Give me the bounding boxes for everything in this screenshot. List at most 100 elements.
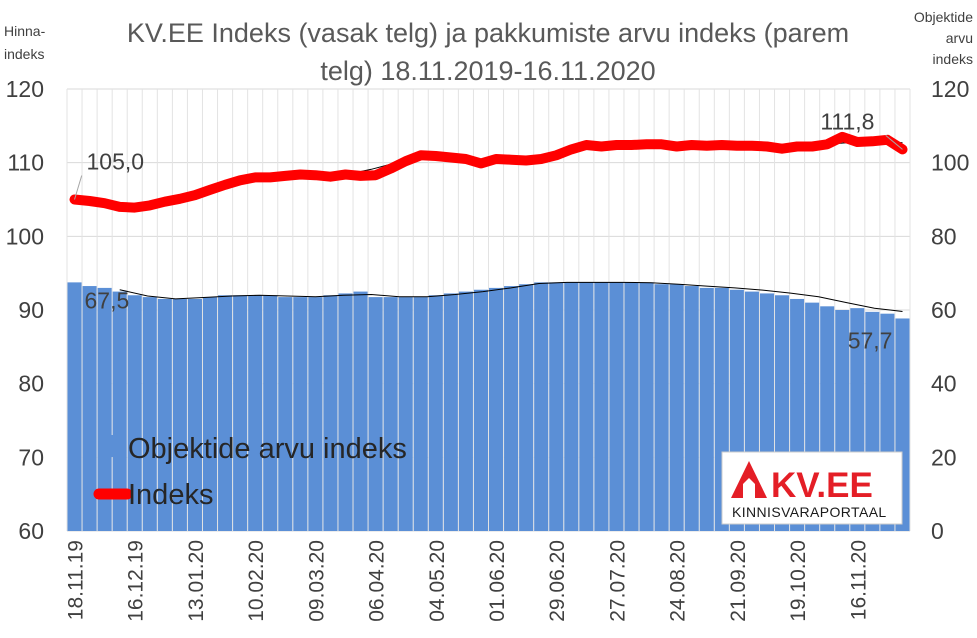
trendlines xyxy=(119,140,903,312)
data-label: 111,8 xyxy=(820,108,874,134)
bar xyxy=(519,284,534,531)
bar xyxy=(157,298,172,531)
bar xyxy=(218,295,233,531)
bar xyxy=(293,297,308,531)
data-label-leader xyxy=(885,135,903,150)
x-tick-label: 29.06.20 xyxy=(546,540,569,622)
right-axis-tick-label: 0 xyxy=(931,518,944,544)
logo-subtitle: KINNISVARAPORTAAL xyxy=(732,504,887,520)
bar xyxy=(383,297,398,531)
bar xyxy=(428,295,443,531)
right-axis-tick-label: 60 xyxy=(931,297,957,323)
bar xyxy=(398,297,413,531)
bar xyxy=(473,289,488,531)
bar xyxy=(368,297,383,531)
x-tick-label: 24.08.20 xyxy=(667,540,690,622)
bar xyxy=(82,286,97,531)
right-axis-tick-label: 100 xyxy=(931,150,969,176)
x-tick-label: 06.04.20 xyxy=(366,540,389,622)
x-tick-label: 19.10.20 xyxy=(787,540,810,622)
bar xyxy=(458,291,473,531)
x-tick-label: 16.11.20 xyxy=(847,540,870,620)
bar xyxy=(338,293,353,531)
data-label: 105,0 xyxy=(87,149,145,175)
data-labels: 105,0 111,8 67,5 57,7 xyxy=(74,108,903,353)
right-axis-tick-label: 40 xyxy=(931,371,957,397)
x-tick-label: 13.01.20 xyxy=(185,540,208,622)
legend-swatch-bars xyxy=(102,435,124,457)
left-axis-tick-label: 80 xyxy=(18,371,44,397)
x-tick-label: 18.11.19 xyxy=(65,540,88,620)
x-tick-label: 21.09.20 xyxy=(727,540,750,622)
data-label-leader xyxy=(74,175,83,200)
trendline-2 xyxy=(119,281,903,312)
bar xyxy=(187,298,202,531)
legend-label-line: Indeks xyxy=(128,479,213,511)
left-axis-tick-label: 120 xyxy=(6,76,44,102)
chart-title-line-2: telg) 18.11.2019-16.11.2020 xyxy=(320,56,655,86)
right-axis-tick-label: 80 xyxy=(931,223,957,249)
chart-title-line-1: KV.EE Indeks (vasak telg) ja pakkumiste … xyxy=(127,18,849,48)
bar xyxy=(172,298,187,531)
right-axis-title-line-3: indeks xyxy=(933,51,973,67)
right-axis-tick-label: 120 xyxy=(931,76,969,102)
bar xyxy=(534,282,549,531)
left-axis-title-line-1: Hinna- xyxy=(4,23,46,39)
data-label: 57,7 xyxy=(848,327,893,353)
bar xyxy=(684,286,699,531)
right-axis-tick-label: 20 xyxy=(931,444,957,470)
x-tick-label: 04.05.20 xyxy=(426,540,449,622)
bar xyxy=(549,282,564,531)
bar xyxy=(699,287,714,531)
bar xyxy=(504,286,519,531)
index-line xyxy=(69,131,908,213)
x-tick-label: 16.12.19 xyxy=(125,540,148,622)
bar xyxy=(654,284,669,531)
left-axis-tick-label: 60 xyxy=(18,518,44,544)
bar xyxy=(413,297,428,531)
bar xyxy=(127,295,142,531)
legend-label-bars: Objektide arvu indeks xyxy=(128,433,407,465)
left-axis-tick-label: 70 xyxy=(18,444,44,470)
gridlines xyxy=(66,88,911,532)
bar xyxy=(323,295,338,531)
bar xyxy=(278,297,293,531)
x-tick-label: 27.07.20 xyxy=(606,540,629,622)
house-logo-icon xyxy=(731,461,767,498)
left-axis-tick-label: 100 xyxy=(6,223,44,249)
axes: 60 70 80 90 100 110 120 0 20 40 60 80 100 120 18.11.19… xyxy=(6,76,970,622)
right-axis-title-line-1: Objektide xyxy=(914,9,973,25)
bar xyxy=(97,287,112,531)
bar xyxy=(202,297,218,531)
x-tick-label: 09.03.20 xyxy=(305,540,328,622)
logo-brand: KV.EE xyxy=(771,466,873,505)
line-series xyxy=(69,131,908,213)
x-tick-label: 01.06.20 xyxy=(486,540,509,622)
bar xyxy=(308,297,323,531)
bar xyxy=(609,282,624,531)
right-axis-title-line-2: arvu xyxy=(946,30,973,46)
bar xyxy=(142,297,157,531)
bar xyxy=(112,291,127,531)
bar xyxy=(579,282,594,531)
bar xyxy=(248,295,263,531)
bar xyxy=(669,284,684,531)
bar xyxy=(564,282,579,531)
bar xyxy=(624,282,639,531)
legend: Objektide arvu indeks Indeks xyxy=(93,433,407,511)
x-tick-label: 10.02.20 xyxy=(245,540,268,622)
bar xyxy=(594,282,609,531)
bar xyxy=(353,291,368,531)
left-axis-tick-label: 90 xyxy=(18,297,44,323)
bar xyxy=(639,282,654,531)
data-label: 67,5 xyxy=(85,287,130,313)
bar xyxy=(443,293,458,531)
bar xyxy=(263,295,278,531)
bar xyxy=(67,282,82,531)
kv-ee-logo: KV.EE KINNISVARAPORTAAL xyxy=(721,451,903,525)
left-axis-title-line-2: indeks xyxy=(4,46,44,62)
bar xyxy=(233,295,248,531)
left-axis-tick-label: 110 xyxy=(7,150,44,176)
